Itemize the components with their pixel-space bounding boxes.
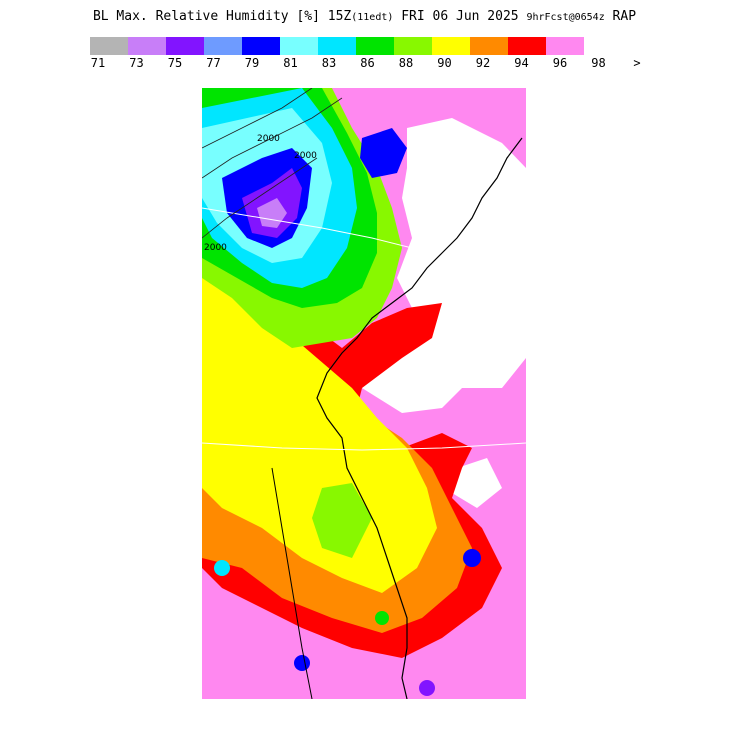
title-local-time: (11edt) [351, 12, 394, 23]
white-region-southeast [452, 458, 502, 508]
legend-swatch-12 [546, 37, 584, 55]
contour-line-1 [202, 88, 313, 149]
legend-swatch-3 [204, 37, 242, 55]
title-main: BL Max. Relative Humidity [%] 15Z [92, 9, 352, 24]
legend-swatch-10 [470, 37, 508, 55]
legend-tick-label: 83 [321, 56, 337, 70]
legend-swatch-1 [128, 37, 166, 55]
legend-ticks: 71 73 75 77 79 81 83 86 88 90 92 94 96 98 > [0, 56, 729, 72]
blue-spot-1 [463, 549, 481, 567]
legend-swatch-11 [508, 37, 546, 55]
title-forecast: 9hrFcst@0654z [526, 12, 605, 23]
legend-swatch-7 [356, 37, 394, 55]
contour-line-3 [202, 157, 318, 239]
blue-region-north [360, 128, 407, 178]
coastline [316, 137, 523, 699]
legend-tick-label: 86 [360, 56, 375, 70]
legend-swatch-5 [280, 37, 318, 55]
legend-tick-label: 96 [552, 56, 568, 70]
legend-tick-label: 81 [283, 56, 298, 70]
legend-swatch-9 [432, 37, 470, 55]
legend-tick-label: 98 [591, 56, 606, 70]
contour-label-2: 2000 [294, 151, 317, 161]
purple-spot-1 [419, 680, 435, 696]
green-spot-1 [375, 611, 389, 625]
legend-tick-label: 79 [244, 56, 260, 70]
legend-swatch-6 [318, 37, 356, 55]
state-border-3 [271, 467, 313, 699]
color-legend [90, 37, 584, 55]
humidity-map: 2000 2000 2000 [202, 88, 526, 699]
contour-line-2 [202, 97, 343, 179]
title-date: FRI 06 Jun 2025 [393, 9, 527, 24]
legend-tick-label: 73 [129, 56, 144, 70]
title-model: RAP [604, 9, 637, 24]
map-title: BL Max. Relative Humidity [%] 15Z(11edt)… [0, 9, 729, 24]
legend-tick-label: 71 [90, 56, 106, 70]
legend-tick-label: 77 [206, 56, 221, 70]
legend-swatch-4 [242, 37, 280, 55]
legend-tick-label: 90 [437, 56, 452, 70]
cyan-spot-1 [214, 560, 230, 576]
legend-swatch-8 [394, 37, 432, 55]
legend-swatch-0 [90, 37, 128, 55]
legend-swatch-2 [166, 37, 204, 55]
state-border-1 [202, 207, 413, 249]
light-green-region-south [312, 483, 372, 558]
blue-spot-2 [294, 655, 310, 671]
contour-label-3: 2000 [204, 243, 227, 253]
contour-label-1: 2000 [257, 134, 280, 144]
state-border-2 [202, 442, 526, 451]
legend-tick-label: 75 [167, 56, 183, 70]
legend-tick-label: 92 [475, 56, 491, 70]
legend-tick-label: 88 [398, 56, 414, 70]
legend-tick-label: > [633, 56, 641, 70]
legend-tick-label: 94 [514, 56, 529, 70]
